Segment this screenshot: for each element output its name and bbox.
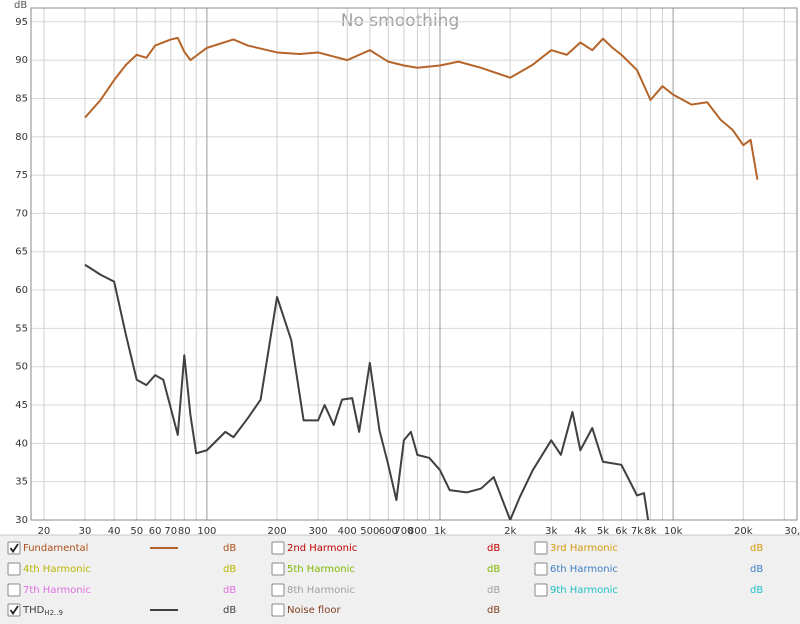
checkbox[interactable]	[7, 541, 21, 555]
legend-unit: dB	[223, 605, 236, 616]
legend-unit: dB	[223, 543, 236, 554]
legend-unit: dB	[223, 564, 236, 575]
x-tick-label: 600	[379, 526, 398, 537]
x-tick-label: 2k	[504, 526, 516, 537]
y-tick-label: 45	[15, 400, 28, 411]
checkbox[interactable]	[534, 562, 548, 576]
legend-entry: 2nd Harmonic dB	[271, 541, 500, 555]
legend-unit: dB	[750, 585, 763, 596]
plot-background	[0, 0, 800, 535]
y-tick-label: 80	[15, 132, 28, 143]
x-tick-label: 8k	[644, 526, 656, 537]
y-tick-label: 90	[15, 55, 28, 66]
legend-entry: 9th Harmonic dB	[534, 583, 763, 597]
checkbox[interactable]	[271, 603, 285, 617]
x-tick-label: 200	[268, 526, 287, 537]
y-tick-label: 55	[15, 323, 28, 334]
y-tick-label: 30	[15, 515, 28, 526]
x-tick-label: 7k	[631, 526, 643, 537]
x-tick-label: 30	[79, 526, 92, 537]
legend-label: Noise floor	[287, 605, 341, 616]
x-tick-label: 700	[394, 526, 413, 537]
x-tick-label: 1k	[434, 526, 446, 537]
x-tick-label: 3k	[545, 526, 557, 537]
x-tick-label: 80	[178, 526, 191, 537]
checkbox[interactable]	[271, 562, 285, 576]
legend-label: Fundamental	[23, 543, 88, 554]
legend-label: 2nd Harmonic	[287, 543, 357, 554]
legend-label: 3rd Harmonic	[550, 543, 618, 554]
legend-unit: dB	[487, 564, 500, 575]
legend-unit: dB	[223, 585, 236, 596]
y-tick-label: 60	[15, 285, 28, 296]
legend-unit: dB	[750, 543, 763, 554]
y-tick-label: 75	[15, 170, 28, 181]
x-tick-label: 40	[108, 526, 121, 537]
checkmark	[9, 543, 19, 554]
legend-label: 8th Harmonic	[287, 585, 355, 596]
chart-title: No smoothing	[341, 11, 459, 31]
checkbox[interactable]	[534, 583, 548, 597]
legend-entry: 5th Harmonic dB	[271, 562, 500, 576]
y-tick-label: 85	[15, 93, 28, 104]
x-tick-label: 300	[309, 526, 328, 537]
plot-area	[84, 36, 759, 520]
legend-unit: dB	[487, 605, 500, 616]
legend-label: 4th Harmonic	[23, 564, 91, 575]
y-tick-label: 35	[15, 477, 28, 488]
x-tick-label: 20	[38, 526, 51, 537]
y-tick-label: 40	[15, 438, 28, 449]
x-tick-label: 100	[197, 526, 216, 537]
legend-entry: 6th Harmonic dB	[534, 562, 763, 576]
x-tick-label: 500	[360, 526, 379, 537]
y-axis-label: dB	[14, 0, 27, 11]
y-tick-label: 95	[15, 17, 28, 28]
legend-label: 9th Harmonic	[550, 585, 618, 596]
x-tick-label: 50	[130, 526, 143, 537]
legend-entry: 7th Harmonic dB	[7, 583, 236, 597]
legend-label: 5th Harmonic	[287, 564, 355, 575]
x-tick-label: 70	[164, 526, 177, 537]
legend-panel	[0, 535, 800, 624]
legend-unit: dB	[750, 564, 763, 575]
legend-label: 7th Harmonic	[23, 585, 91, 596]
legend-unit: dB	[487, 543, 500, 554]
legend-entry: 3rd Harmonic dB	[534, 541, 763, 555]
series-line	[84, 36, 759, 180]
x-tick-label: 30,0k Hz	[784, 526, 800, 537]
checkbox[interactable]	[534, 541, 548, 555]
legend-label: 6th Harmonic	[550, 564, 618, 575]
x-tick-label: 60	[149, 526, 162, 537]
checkbox[interactable]	[7, 603, 21, 617]
x-tick-label: 6k	[615, 526, 627, 537]
y-tick-label: 70	[15, 208, 28, 219]
legend-entry: Noise floor dB	[271, 603, 500, 617]
legend-unit: dB	[487, 585, 500, 596]
series-line	[84, 263, 650, 520]
x-tick-label: 20k	[734, 526, 753, 537]
checkbox[interactable]	[7, 562, 21, 576]
legend-entry: Fundamental dB	[7, 541, 236, 555]
checkbox[interactable]	[271, 541, 285, 555]
legend-entry: 8th Harmonic dB	[271, 583, 500, 597]
x-tick-label: 4k	[574, 526, 586, 537]
x-tick-label: 800	[408, 526, 427, 537]
legend-subscript: H2..9	[44, 609, 63, 617]
checkmark	[9, 605, 19, 616]
checkbox[interactable]	[271, 583, 285, 597]
y-tick-label: 50	[15, 362, 28, 373]
x-tick-label: 400	[338, 526, 357, 537]
x-tick-label: 5k	[597, 526, 609, 537]
x-tick-label: 10k	[664, 526, 683, 537]
y-tick-label: 65	[15, 247, 28, 258]
legend-entry: THDH2..9 dB	[7, 603, 236, 617]
legend-entry: 4th Harmonic dB	[7, 562, 236, 576]
plot-frame	[30, 7, 798, 521]
checkbox[interactable]	[7, 583, 21, 597]
